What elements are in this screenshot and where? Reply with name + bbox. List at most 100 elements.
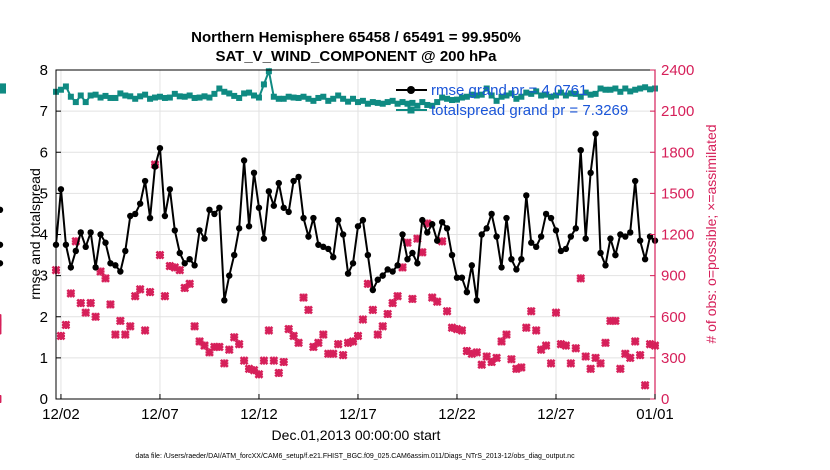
rmse-point <box>631 177 639 185</box>
totalspread-point <box>97 94 104 101</box>
totalspread-point <box>632 86 639 93</box>
totalspread-point <box>637 85 644 92</box>
totalspread-point <box>221 88 228 95</box>
obs-count-marker <box>328 349 338 359</box>
totalspread-point <box>429 102 436 109</box>
obs-count-marker <box>640 380 650 390</box>
y-right-tick-label: 2100 <box>661 103 694 120</box>
totalspread-point <box>394 100 401 107</box>
totalspread-point <box>473 92 480 99</box>
totalspread-point <box>552 92 559 99</box>
obs-count-marker <box>125 321 135 331</box>
obs-count-marker <box>363 279 373 289</box>
totalspread-point <box>434 99 441 106</box>
rmse-point <box>186 255 193 263</box>
totalspread-point <box>57 86 64 93</box>
rmse-point <box>364 251 372 259</box>
rmse-point <box>547 214 555 222</box>
totalspread-point <box>538 92 545 99</box>
totalspread-point <box>300 93 307 100</box>
rmse-point <box>394 262 401 269</box>
legend-rmse-label: rmse grand pr = 4.0761 <box>431 82 587 99</box>
totalspread-point <box>409 99 416 106</box>
totalspread-point <box>117 90 124 97</box>
totalspread-point <box>260 81 267 88</box>
obs-count-marker <box>408 294 417 304</box>
x-tick-label: 01/01 <box>636 406 674 423</box>
totalspread-point <box>463 93 470 100</box>
rmse-point <box>265 188 273 195</box>
rmse-point <box>221 297 228 304</box>
totalspread-point <box>191 94 198 101</box>
totalspread-point <box>181 93 188 100</box>
rmse-point <box>196 227 203 234</box>
rmse-point <box>478 231 485 238</box>
obs-count-marker <box>353 331 363 341</box>
totalspread-point <box>498 93 505 100</box>
totalspread-point <box>216 85 223 92</box>
rmse-point <box>582 235 589 242</box>
totalspread-point <box>137 93 144 100</box>
rmse-point <box>181 260 188 267</box>
obs-count-marker <box>472 347 482 357</box>
rmse-point <box>528 239 535 246</box>
obs-count-marker <box>294 338 303 348</box>
obs-count-marker <box>526 306 536 316</box>
obs-count-marker <box>373 330 383 339</box>
totalspread-point <box>166 94 173 101</box>
rmse-point <box>374 276 381 283</box>
rmse-point <box>523 192 530 199</box>
totalspread-point <box>325 97 332 104</box>
obs-count-marker <box>581 352 591 361</box>
obs-count-marker <box>269 356 279 366</box>
totalspread-point <box>275 95 282 102</box>
obs-count-marker <box>477 360 487 370</box>
obs-count-marker <box>110 330 120 339</box>
rmse-point <box>636 237 644 244</box>
rmse-point <box>102 239 109 246</box>
obs-count-marker <box>630 337 640 346</box>
rmse-point <box>166 186 174 193</box>
totalspread-point <box>444 95 451 102</box>
rmse-point <box>424 229 431 236</box>
obs-count-marker <box>86 298 96 308</box>
obs-count-marker <box>383 309 393 319</box>
rmse-point <box>409 249 416 257</box>
obs-count-marker <box>388 298 398 308</box>
rmse-point <box>250 169 258 177</box>
totalspread-point <box>602 86 609 93</box>
totalspread-point <box>622 85 629 92</box>
totalspread-point <box>231 92 238 99</box>
obs-count-marker <box>264 326 274 335</box>
rmse-point <box>132 210 139 218</box>
rmse-point <box>240 157 248 164</box>
rmse-point <box>612 251 619 259</box>
totalspread-point <box>607 86 614 93</box>
obs-count-marker <box>333 339 343 349</box>
rmse-point <box>112 262 119 269</box>
totalspread-point <box>557 89 564 96</box>
totalspread-point <box>147 95 154 102</box>
totalspread-point <box>503 92 510 99</box>
totalspread-point <box>132 95 139 102</box>
rmse-point <box>161 212 169 220</box>
rmse-point <box>151 163 159 170</box>
y-left-tick-label: 6 <box>40 144 48 161</box>
totalspread-point <box>458 94 465 101</box>
totalspread-point <box>369 99 376 106</box>
totalspread-point <box>587 91 594 98</box>
obs-count-marker <box>615 364 625 374</box>
rmse-point <box>275 179 282 187</box>
y-right-tick-label: 600 <box>661 309 686 326</box>
obs-count-marker <box>610 316 620 326</box>
legend-rmse-marker <box>407 86 415 94</box>
rmse-point <box>592 130 599 137</box>
y-left-tick-label: 0 <box>40 391 48 408</box>
obs-count-marker <box>106 299 115 309</box>
obs-count-marker <box>502 330 511 339</box>
rmse-point <box>226 272 233 279</box>
obs-count-marker <box>586 364 596 374</box>
rmse-point <box>379 272 386 279</box>
obs-count-marker <box>66 289 76 298</box>
y-axis-right-label: # of obs: o=possible; ×=assimilated <box>703 124 719 343</box>
